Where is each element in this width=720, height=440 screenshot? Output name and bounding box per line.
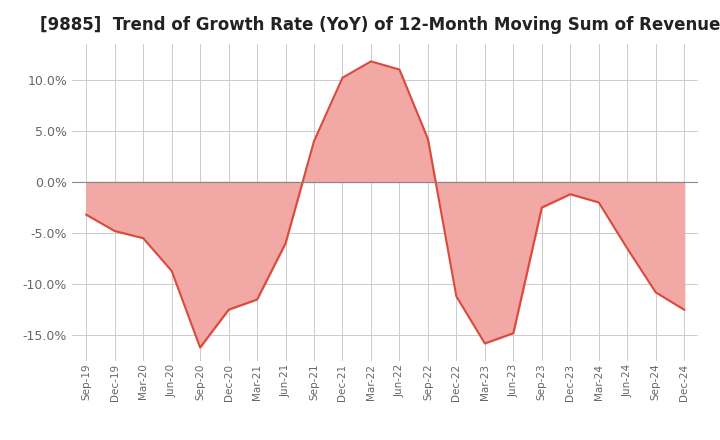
Title: [9885]  Trend of Growth Rate (YoY) of 12-Month Moving Sum of Revenues: [9885] Trend of Growth Rate (YoY) of 12-… [40,16,720,34]
